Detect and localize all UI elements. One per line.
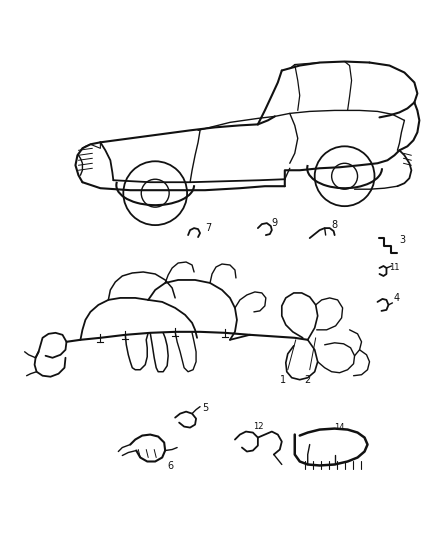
Text: 1: 1 [280, 375, 286, 385]
Text: 14: 14 [334, 423, 345, 432]
Text: 4: 4 [393, 293, 399, 303]
Text: 12: 12 [253, 422, 263, 431]
Text: 9: 9 [272, 218, 278, 228]
Text: 5: 5 [202, 402, 208, 413]
Text: 11: 11 [389, 263, 400, 272]
Text: 3: 3 [399, 235, 406, 245]
Text: 2: 2 [304, 375, 311, 385]
Text: 7: 7 [205, 223, 211, 233]
Text: 6: 6 [167, 462, 173, 472]
Text: 8: 8 [332, 220, 338, 230]
